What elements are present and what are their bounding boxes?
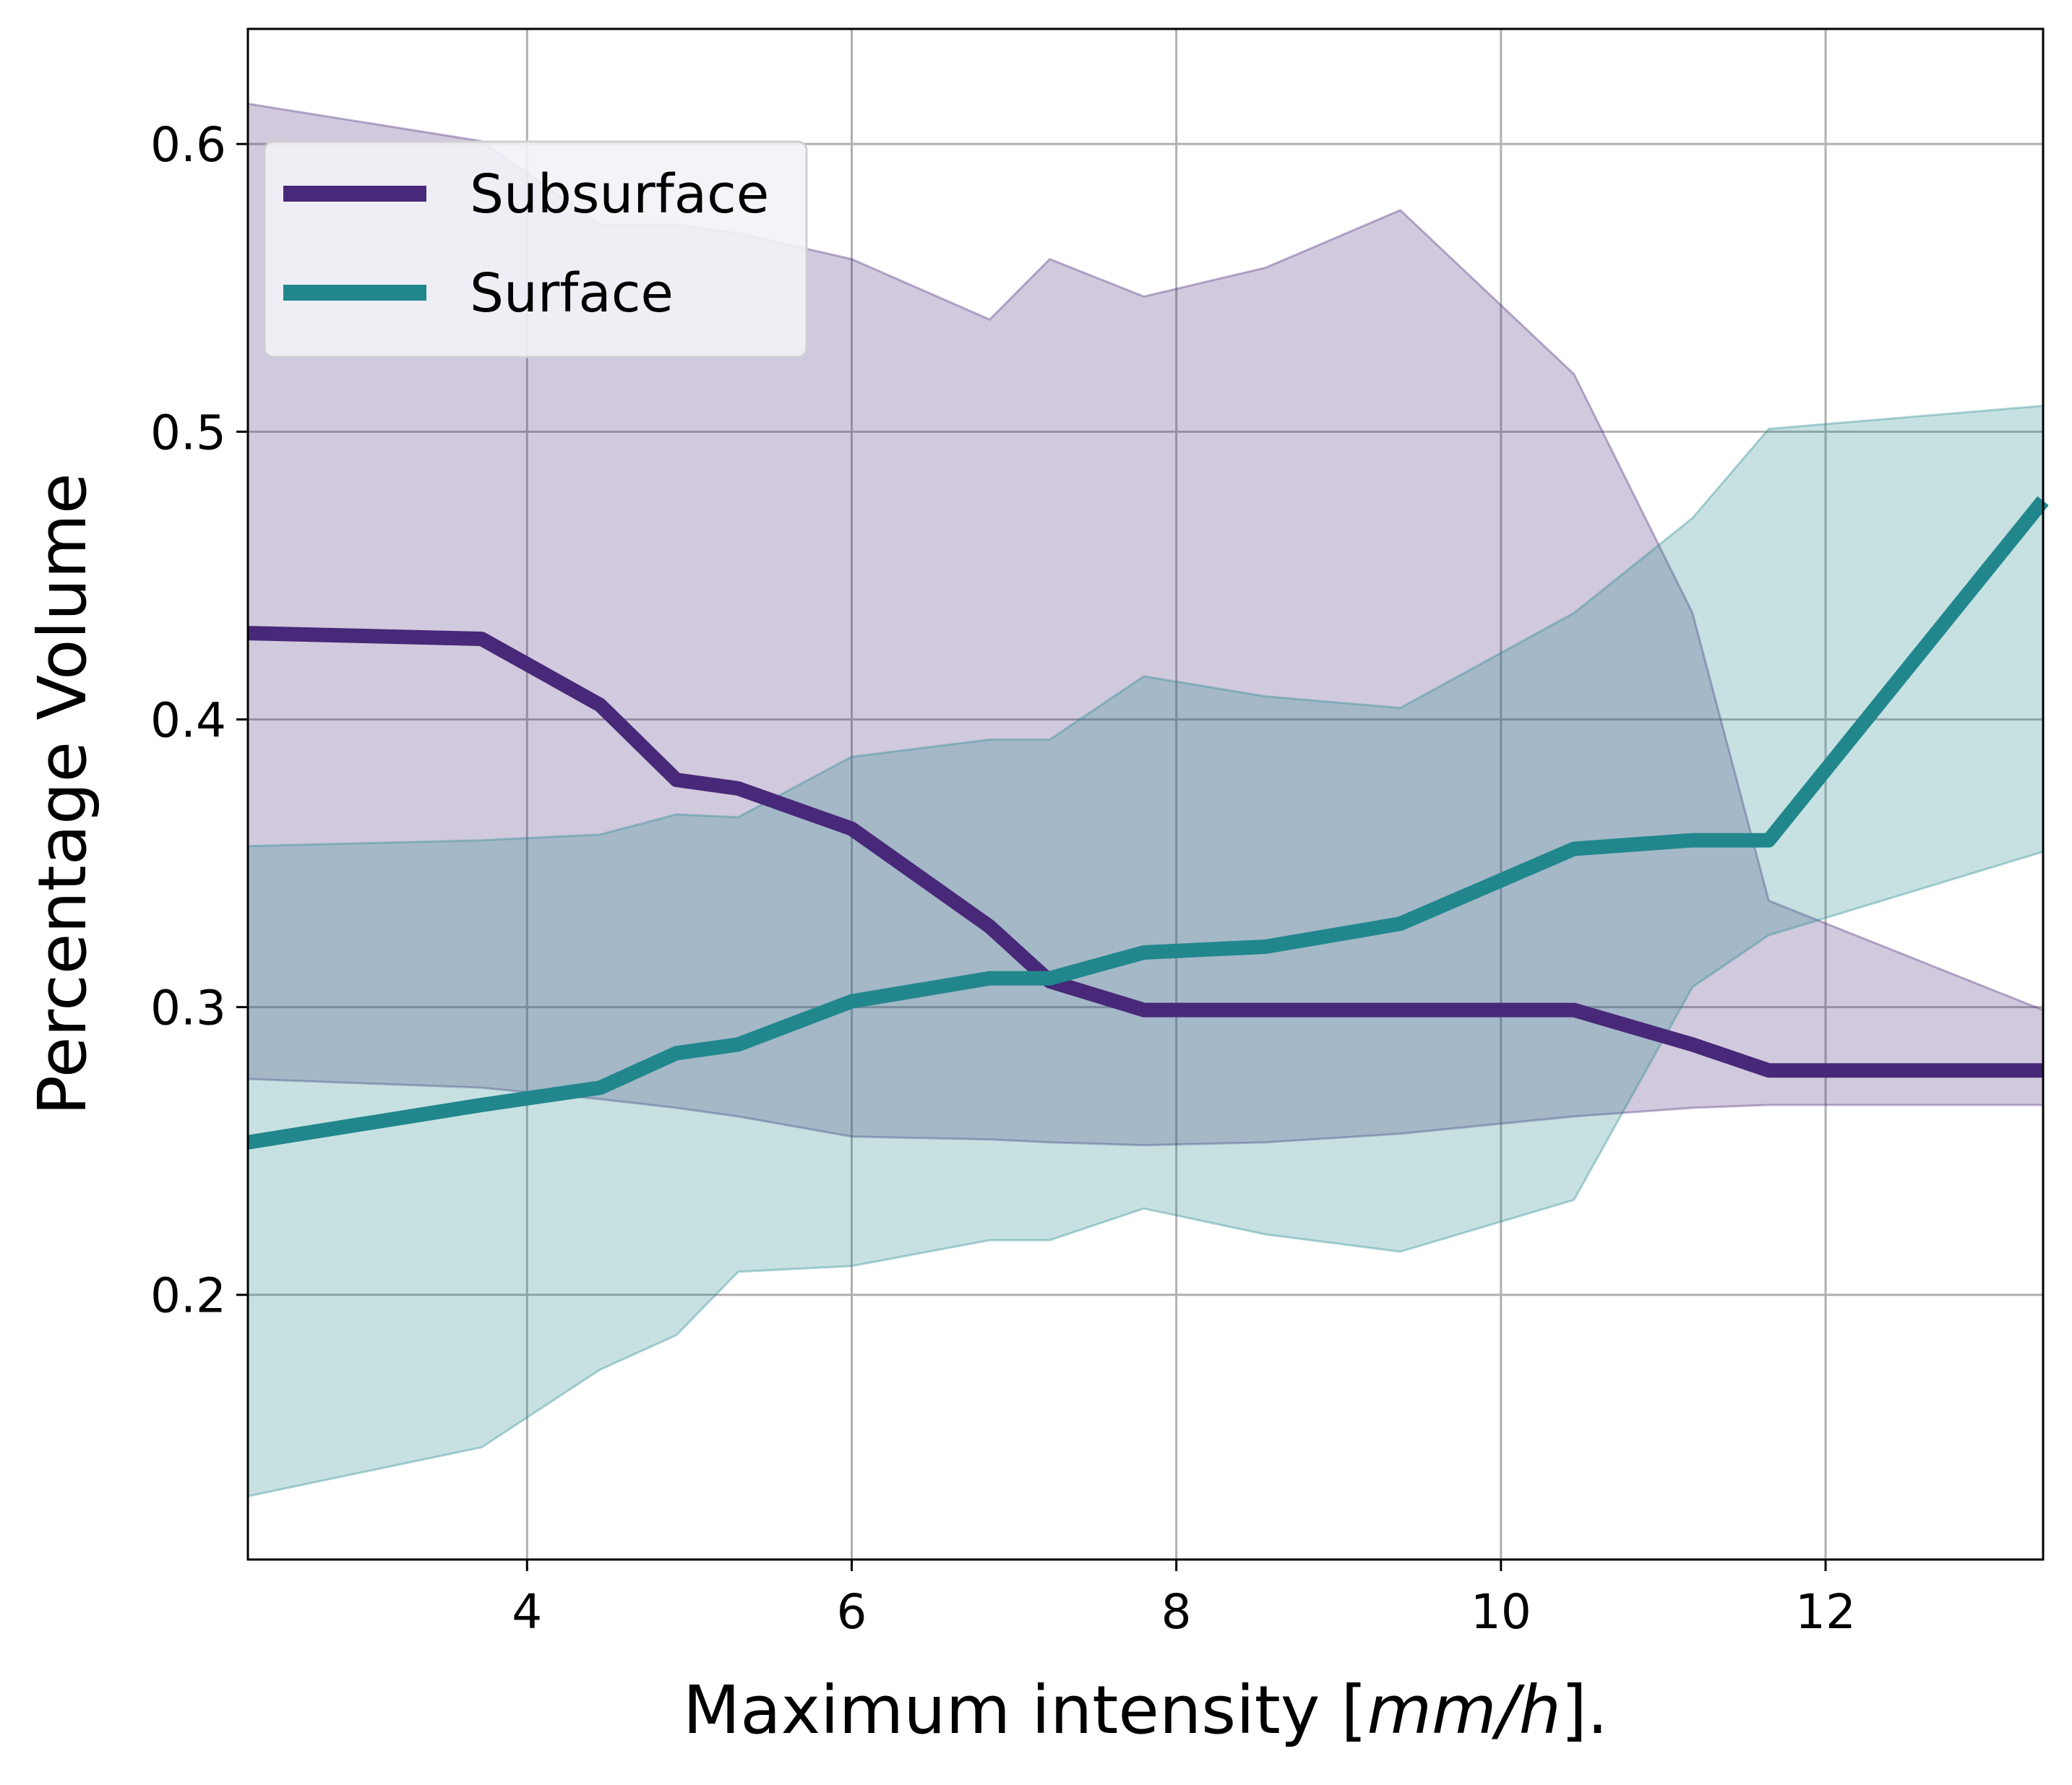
legend-label-subsurface: Subsurface	[470, 163, 769, 225]
x-tick-label: 4	[512, 1584, 542, 1640]
y-tick-label: 0.4	[150, 692, 226, 748]
plot-frame	[246, 27, 2045, 1561]
series-line-surface	[246, 496, 2049, 1150]
y-tick-label: 0.6	[150, 117, 226, 173]
axis-ticks: 4 6 8 10 12 0.2 0.3 0.4 0.5 0.6	[150, 117, 1856, 1640]
legend: Subsurface Surface	[263, 140, 808, 358]
legend-label-surface: Surface	[470, 262, 674, 324]
y-axis-label: Percentage Volume	[24, 473, 101, 1116]
grid-lines	[248, 29, 2043, 1560]
x-axis-label-end: ].	[1561, 1672, 1608, 1749]
y-tick-label: 0.2	[150, 1268, 226, 1324]
x-tick-label: 10	[1471, 1584, 1531, 1640]
x-tick-label: 12	[1795, 1584, 1856, 1640]
x-tick-label: 6	[836, 1584, 867, 1640]
x-axis-label-unit: mm/h	[1367, 1672, 1561, 1749]
y-tick-label: 0.3	[150, 981, 226, 1036]
series-lines	[246, 496, 2049, 1150]
x-axis-label: Maximum intensity [mm/h].	[683, 1672, 1608, 1749]
x-axis-label-main: Maximum intensity [	[683, 1672, 1367, 1749]
y-tick-label: 0.5	[150, 405, 226, 460]
x-tick-label: 8	[1161, 1584, 1192, 1640]
